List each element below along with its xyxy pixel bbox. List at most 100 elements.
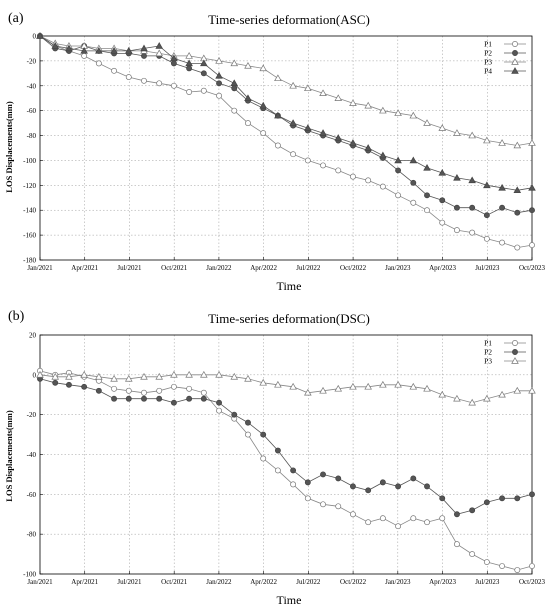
data-point-p1 [395,523,402,530]
data-point-p1 [290,481,297,488]
data-point-p3 [498,139,506,146]
data-point-p2 [529,207,535,214]
data-point-p3 [259,378,267,386]
data-point-p1 [260,455,267,462]
y-tick-label: -20 [27,57,37,65]
chart-panel-dsc: (b) Time-series deformation(DSC) Jan/202… [4,309,546,607]
data-point-p4 [95,47,103,54]
data-point-p4 [200,59,208,67]
data-point-p4 [215,71,223,79]
y-tick-label: -180 [23,257,36,265]
chart-title: Time-series deformation(DSC) [208,311,370,326]
data-point-p3 [334,94,343,101]
data-point-p2 [365,487,372,494]
data-point-p3 [394,380,402,388]
x-tick-label: Jan/2022 [206,264,232,272]
data-point-p2 [514,209,521,216]
data-point-p2 [260,431,267,438]
data-point-p1 [156,387,163,394]
data-point-p1 [156,80,163,87]
data-point-p3 [304,84,312,92]
data-point-p3 [65,372,73,380]
x-tick-label: Oct/2022 [340,578,367,586]
data-point-p2 [350,483,356,490]
data-point-p4 [140,44,148,52]
panel-label: (a) [8,11,24,26]
data-point-p1 [424,207,430,214]
x-tick-label: Oct/2023 [519,264,546,272]
data-point-p1 [350,173,356,180]
data-point-p3 [274,74,282,82]
x-tick-label: Apr/2021 [71,578,98,586]
x-tick-label: Jul/2021 [117,578,142,586]
data-point-p4 [498,183,506,191]
data-point-p1 [410,515,417,522]
data-point-p3 [364,101,372,109]
data-point-p3 [155,49,164,57]
data-point-p1 [95,60,102,67]
data-point-p3 [200,370,208,378]
data-point-p3 [215,370,223,378]
data-point-p3 [513,386,522,394]
data-point-p4 [36,32,44,39]
data-point-p1 [231,107,238,114]
data-point-p1 [469,551,476,558]
data-point-p3 [155,372,164,380]
data-point-p4 [155,42,164,49]
data-point-p2 [65,381,72,388]
data-point-p4 [438,168,447,176]
data-point-p1 [141,77,147,84]
legend-label-p4: P4 [484,67,492,76]
data-point-p2 [439,197,446,204]
data-point-p4 [364,144,372,151]
x-axis-label: Time [277,279,302,293]
data-point-p4 [394,156,402,164]
data-point-p1 [200,87,207,94]
data-point-p3 [334,384,343,392]
data-point-p1 [514,244,521,251]
data-point-p4 [244,94,252,101]
data-point-p1 [216,407,222,414]
data-point-p1 [304,495,311,502]
data-point-p3 [289,81,297,89]
plot-frame [39,35,533,261]
data-point-p3 [124,374,133,382]
data-point-p2 [95,387,102,394]
data-point-p3 [423,119,431,126]
x-tick-label: Apr/2023 [429,264,456,272]
data-point-p3 [438,124,447,131]
data-point-p1 [245,431,251,438]
data-point-p3 [349,99,357,106]
legend-marker-p2 [512,50,518,56]
data-point-p1 [125,387,132,394]
data-point-p2 [141,52,147,59]
x-tick-label: Jul/2023 [475,578,500,586]
data-point-p3 [319,89,327,96]
data-point-p2 [453,204,460,211]
data-point-p2 [245,419,251,426]
data-point-p2 [469,507,476,514]
x-tick-label: Apr/2023 [429,578,456,586]
data-point-p1 [170,383,177,390]
data-point-p3 [409,382,418,390]
data-point-p3 [438,390,447,398]
data-point-p1 [186,385,193,392]
data-point-p3 [379,106,387,114]
data-point-p2 [156,395,163,402]
legend-label-p2: P2 [484,49,492,58]
data-point-p4 [423,164,431,171]
data-point-p3 [289,382,297,390]
data-point-p3 [483,394,491,402]
data-point-p3 [468,131,476,139]
data-point-p1 [453,541,460,548]
data-point-p3 [185,370,193,378]
data-point-p1 [290,151,297,158]
data-point-p3 [453,394,461,402]
data-point-p3 [215,56,223,64]
x-tick-label: Apr/2022 [250,264,277,272]
data-point-p2 [529,491,535,498]
data-point-p1 [81,52,88,59]
data-point-p3 [304,388,312,396]
x-tick-label: Jan/2022 [206,578,232,586]
data-point-p1 [111,67,118,74]
